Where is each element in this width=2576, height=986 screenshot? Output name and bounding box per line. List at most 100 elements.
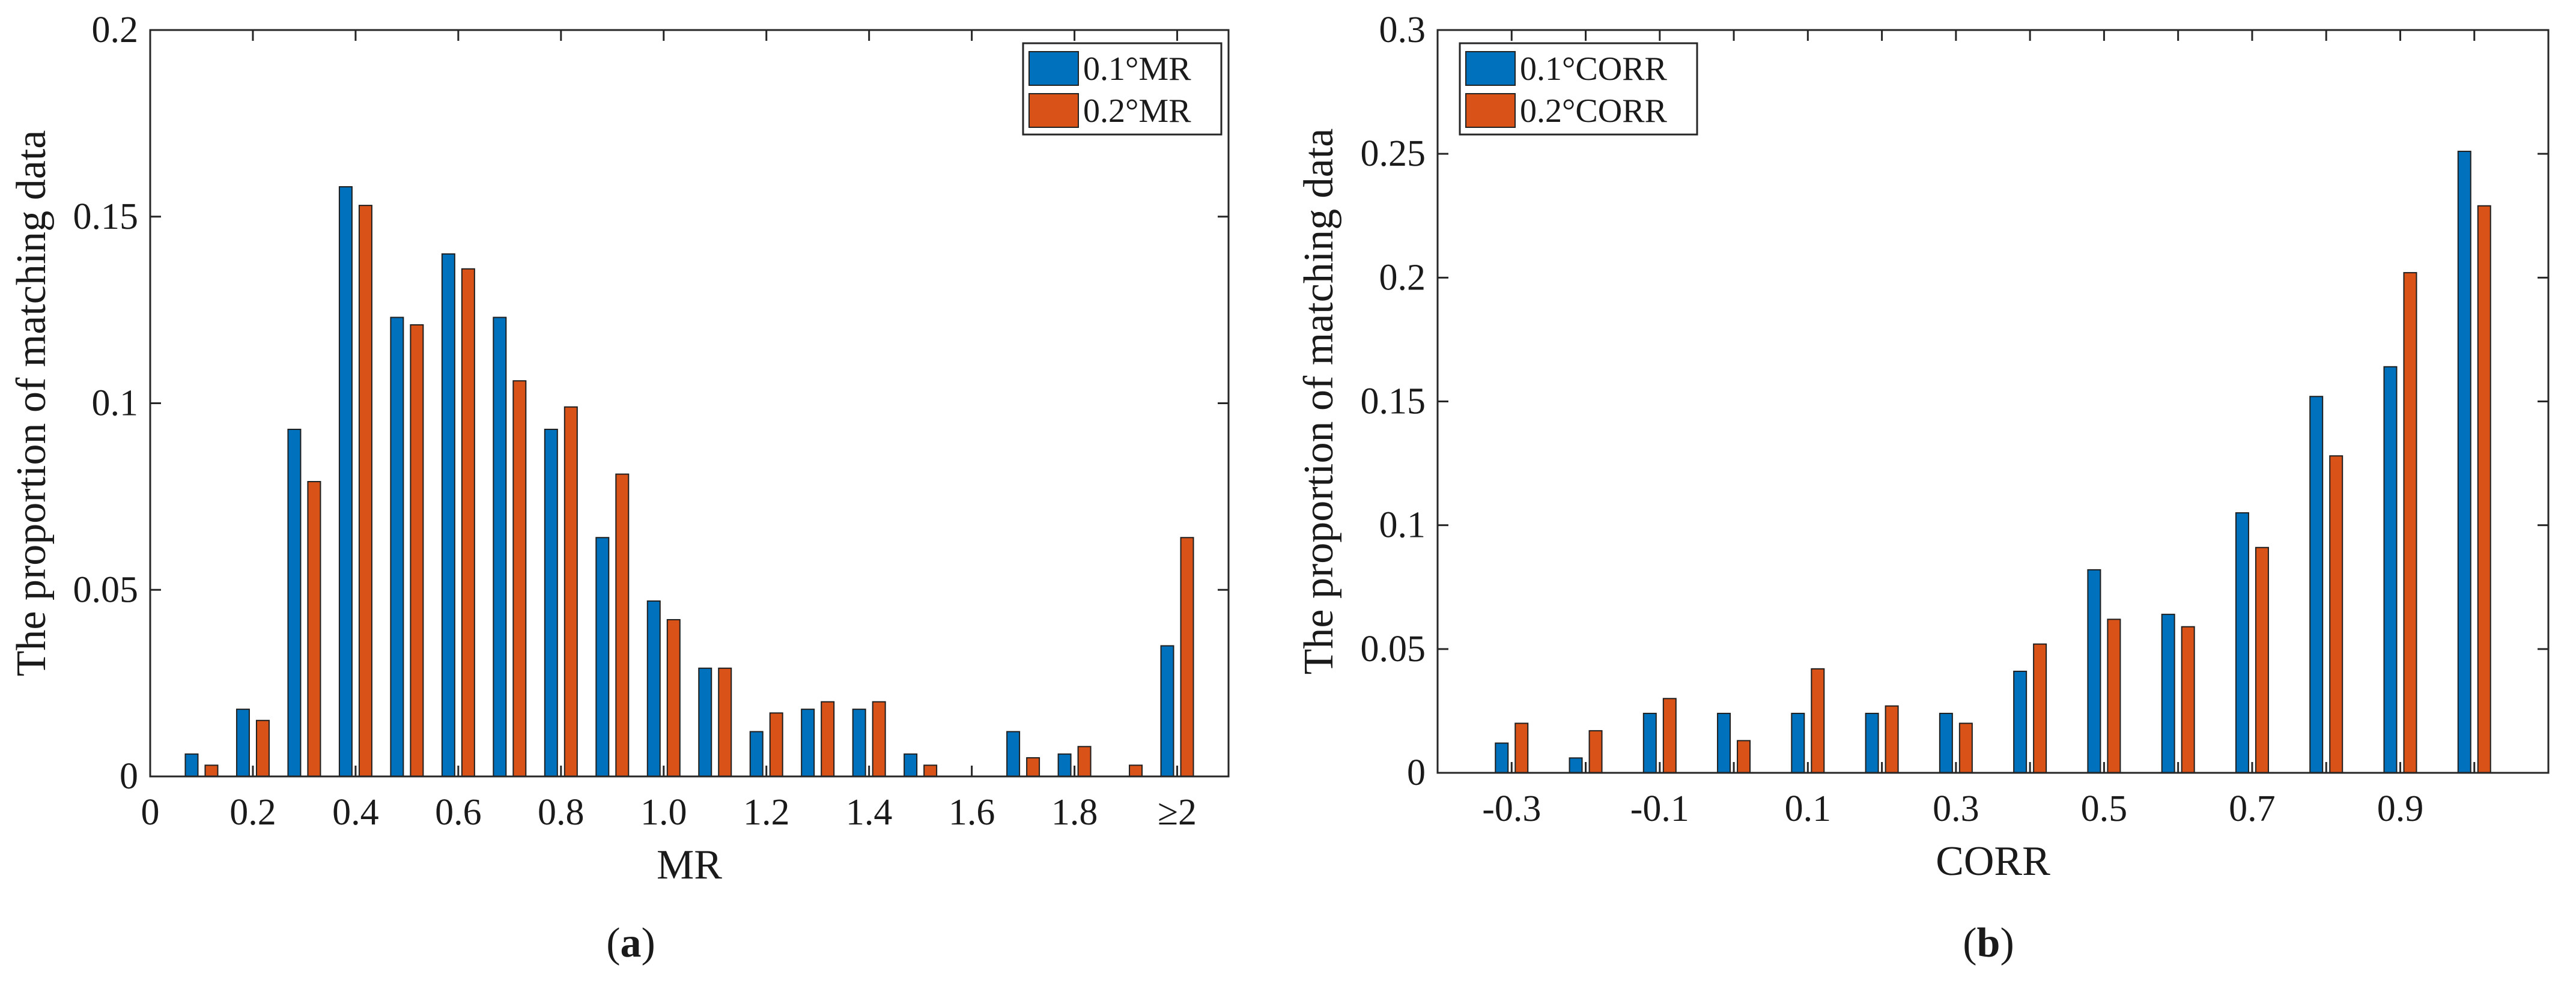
- x-tick-label-1-4: 0.1: [1785, 788, 1832, 829]
- y-tick-label-1-3: 0.15: [1361, 381, 1426, 422]
- bar-1-0-5: [1865, 713, 1879, 774]
- bar-0-0-19: [1160, 645, 1174, 777]
- bar-1-0-4: [1791, 713, 1805, 774]
- x-tick-label-0-3: 0.6: [435, 792, 482, 833]
- bar-0-1-14: [923, 764, 938, 777]
- y-tick-label-0-2: 0.1: [92, 383, 139, 424]
- bar-1-1-4: [1811, 668, 1825, 773]
- bar-1-1-5: [1885, 705, 1899, 774]
- y-tick-label-0-3: 0.15: [73, 196, 139, 237]
- bar-1-0-11: [2309, 396, 2324, 773]
- x-tick-label-1-12: 0.9: [2377, 788, 2424, 829]
- bar-1-1-9: [2181, 626, 2195, 774]
- bar-0-1-11: [769, 712, 783, 777]
- bar-0-0-6: [493, 316, 507, 777]
- y-tick-label-1-2: 0.1: [1379, 505, 1426, 546]
- bar-0-1-10: [718, 667, 732, 778]
- y-tick-label-1-6: 0.3: [1379, 10, 1426, 50]
- bar-0-0-2: [287, 429, 302, 777]
- x-axis-label-0: MR: [657, 842, 722, 888]
- bar-0-1-12: [821, 701, 835, 777]
- bar-1-1-2: [1662, 698, 1677, 774]
- bar-1-1-8: [2107, 619, 2121, 774]
- bar-0-0-5: [441, 253, 455, 777]
- bar-1-1-11: [2329, 455, 2344, 773]
- bar-0-0-4: [390, 316, 404, 777]
- bar-0-0-11: [749, 731, 764, 778]
- chart-b: 0 0.05 0.1 0.15 0.2 0.25 0.3 The proportion of …: [1296, 10, 2550, 966]
- bar-0-0-14: [904, 753, 918, 777]
- legend-label-0-1: 0.2°MR: [1083, 92, 1191, 130]
- x-tick-label-1-8: 0.5: [2081, 788, 2128, 829]
- bar-1-0-9: [2161, 614, 2175, 774]
- x-tick-label-0-4: 0.8: [538, 792, 585, 833]
- legend-label-0-0: 0.1°MR: [1083, 50, 1191, 88]
- y-tick-label-1-1: 0.05: [1361, 629, 1426, 670]
- x-tick-label-0-7: 1.4: [846, 792, 893, 833]
- y-tick-label-0-1: 0.05: [73, 569, 139, 610]
- bar-1-1-7: [2033, 643, 2047, 773]
- bar-1-0-10: [2235, 512, 2249, 773]
- bar-1-0-12: [2383, 366, 2398, 773]
- legend-0: 0.1°MR 0.2°MR: [1022, 42, 1223, 136]
- bar-0-1-4: [410, 324, 424, 777]
- x-tick-label-0-6: 1.2: [743, 792, 790, 833]
- x-tick-label-0-5: 1.0: [640, 792, 687, 833]
- bar-1-0-8: [2087, 569, 2101, 773]
- bar-0-1-9: [666, 619, 681, 777]
- bar-1-0-0: [1495, 742, 1509, 774]
- legend-swatch-0-0: [1028, 51, 1079, 86]
- bar-0-0-1: [235, 709, 250, 778]
- legend-swatch-0-1: [1028, 93, 1079, 128]
- x-tick-label-0-1: 0.2: [229, 792, 276, 833]
- bar-0-1-2: [307, 481, 321, 777]
- legend-swatch-1-0: [1465, 51, 1516, 86]
- y-axis-label-0: The proportion of matching data: [8, 130, 55, 677]
- bar-0-0-8: [595, 537, 610, 777]
- x-tick-label-0-2: 0.4: [332, 792, 379, 833]
- bar-1-0-6: [1939, 713, 1953, 774]
- bar-0-1-16: [1026, 757, 1040, 778]
- bar-0-0-12: [801, 709, 815, 778]
- legend-label-1-1: 0.2°CORR: [1520, 92, 1668, 130]
- x-tick-label-1-0: -0.3: [1482, 788, 1541, 829]
- bar-0-1-7: [564, 406, 578, 777]
- bar-0-1-5: [461, 268, 475, 777]
- x-tick-label-0-10: ≥2: [1158, 792, 1197, 833]
- plot-frame-1: [1436, 29, 2550, 774]
- bar-0-0-7: [544, 429, 558, 777]
- plot-frame-0: [149, 29, 1230, 778]
- bar-0-0-0: [184, 753, 199, 777]
- chart-a: 0 0.05 0.1 0.15 0.2 The proportion of matchin…: [8, 10, 1230, 966]
- bar-0-0-9: [646, 600, 661, 778]
- legend-1: 0.1°CORR 0.2°CORR: [1459, 42, 1698, 136]
- y-tick-label-0-4: 0.2: [92, 10, 139, 50]
- bar-1-0-2: [1642, 713, 1657, 774]
- bar-0-1-18: [1129, 764, 1143, 777]
- x-tick-label-1-6: 0.3: [1933, 788, 1979, 829]
- bar-0-1-6: [512, 380, 527, 777]
- y-tick-label-1-5: 0.25: [1361, 133, 1426, 174]
- bar-1-1-6: [1958, 722, 1973, 773]
- x-tick-label-1-10: 0.7: [2229, 788, 2276, 829]
- bar-1-0-1: [1569, 757, 1583, 774]
- bar-0-1-3: [358, 205, 372, 778]
- bar-1-1-0: [1514, 722, 1529, 773]
- x-axis-label-1: CORR: [1936, 838, 2050, 885]
- x-tick-label-1-2: -0.1: [1630, 788, 1689, 829]
- panel-label-a: (a): [606, 920, 655, 966]
- bar-1-0-13: [2457, 151, 2471, 773]
- bar-0-0-17: [1057, 753, 1072, 777]
- panel-label-b: (b): [1963, 920, 2014, 966]
- y-axis-label-1: The proportion of matching data: [1296, 129, 1342, 675]
- bar-0-0-13: [852, 709, 866, 778]
- x-tick-label-0-9: 1.8: [1051, 792, 1098, 833]
- x-tick-label-0-8: 1.6: [949, 792, 995, 833]
- bar-1-0-7: [2013, 670, 2028, 774]
- bar-0-0-10: [698, 667, 712, 778]
- bar-0-1-19: [1180, 537, 1194, 777]
- bar-0-1-17: [1077, 746, 1092, 778]
- bar-0-1-8: [615, 473, 630, 778]
